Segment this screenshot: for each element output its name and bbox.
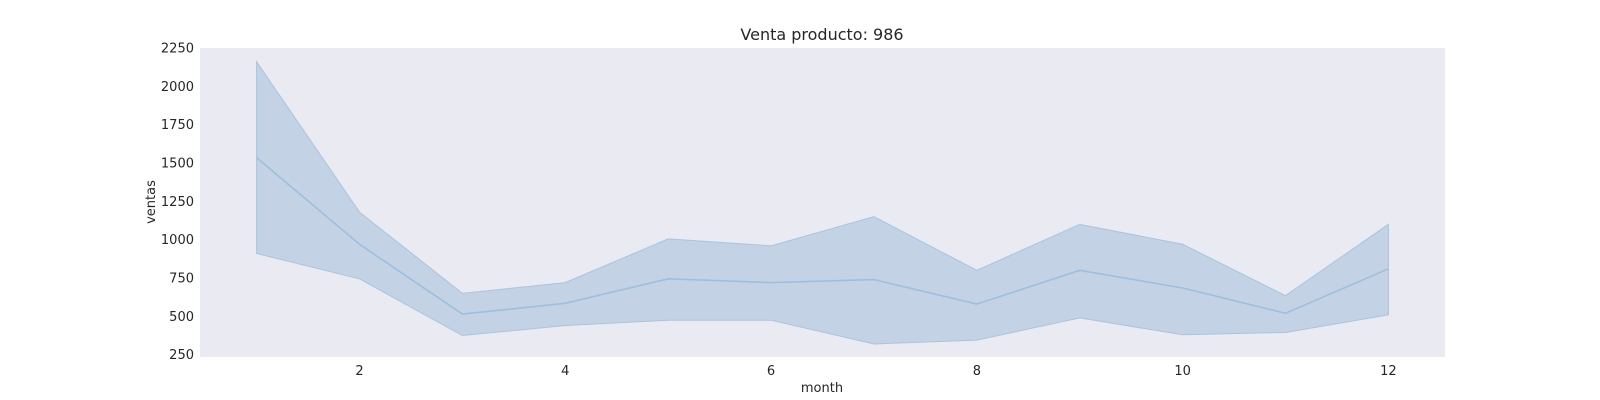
x-axis-label: month (801, 381, 843, 396)
x-tick-label: 6 (767, 364, 775, 379)
x-tick-label: 2 (355, 364, 363, 379)
y-tick-label: 1250 (161, 195, 194, 210)
y-tick-label: 750 (169, 272, 194, 287)
series-line-0 (256, 157, 1389, 315)
y-tick-label: 500 (169, 310, 194, 325)
chart-title: Venta producto: 986 (740, 25, 903, 44)
y-tick-label: 250 (169, 348, 194, 363)
y-tick-label: 1500 (161, 157, 194, 172)
x-tick-label: 4 (561, 364, 569, 379)
x-tick-labels: 2 4 6 8 10 12 (355, 364, 1396, 379)
x-tick-label: 10 (1174, 364, 1191, 379)
x-tick-label: 8 (973, 364, 981, 379)
y-tick-label: 1750 (161, 118, 194, 133)
y-tick-label: 1000 (161, 233, 194, 248)
x-tick-label: 12 (1380, 364, 1397, 379)
series-lines (256, 157, 1389, 315)
y-axis-label: ventas (144, 180, 159, 224)
y-tick-label: 2250 (161, 42, 194, 57)
confidence-bands (256, 60, 1389, 345)
y-tick-label: 2000 (161, 80, 194, 95)
y-tick-labels: 250 500 750 1000 1250 1500 1750 2000 2250 (161, 42, 194, 364)
confidence-band-0 (256, 60, 1389, 345)
